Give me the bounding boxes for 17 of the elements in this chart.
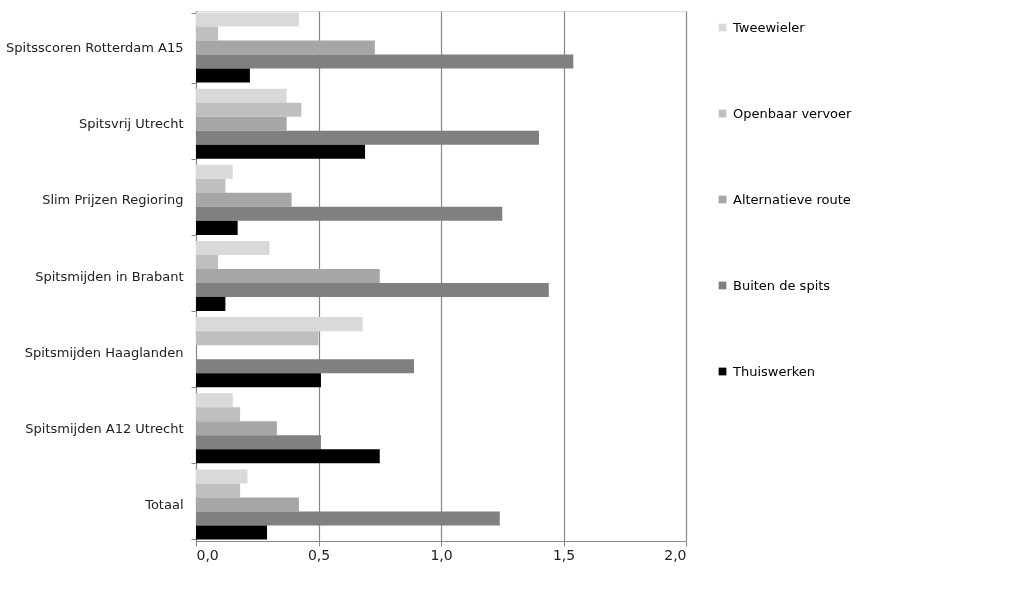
y-tick-label: Spitsscoren Rotterdam A15 bbox=[6, 40, 184, 56]
x-tick-label: 1,0 bbox=[430, 546, 453, 563]
legend-label: Openbaar vervoer bbox=[733, 105, 853, 121]
legend-label: Thuiswerken bbox=[732, 363, 816, 379]
x-tick-label: 1,5 bbox=[552, 546, 576, 563]
y-tick-label: Spitsmijden in Brabant bbox=[35, 268, 184, 284]
y-tick-label: Spitsmijden A12 Utrecht bbox=[25, 420, 184, 436]
x-tick-label: 0,0 bbox=[196, 546, 219, 563]
legend-label: Tweewieler bbox=[732, 19, 806, 35]
legend-label: Alternatieve route bbox=[733, 191, 851, 207]
x-tick-label: 0,5 bbox=[307, 546, 331, 563]
y-tick-label: Spitsmijden Haaglanden bbox=[24, 344, 184, 360]
y-tick-label: Slim Prijzen Regioring bbox=[42, 192, 184, 208]
legend-label: Buiten de spits bbox=[733, 277, 831, 293]
x-tick-label: 2,0 bbox=[664, 546, 687, 563]
y-tick-label: Spitsvrij Utrecht bbox=[78, 116, 184, 132]
y-tick-label: Totaal bbox=[144, 496, 184, 512]
